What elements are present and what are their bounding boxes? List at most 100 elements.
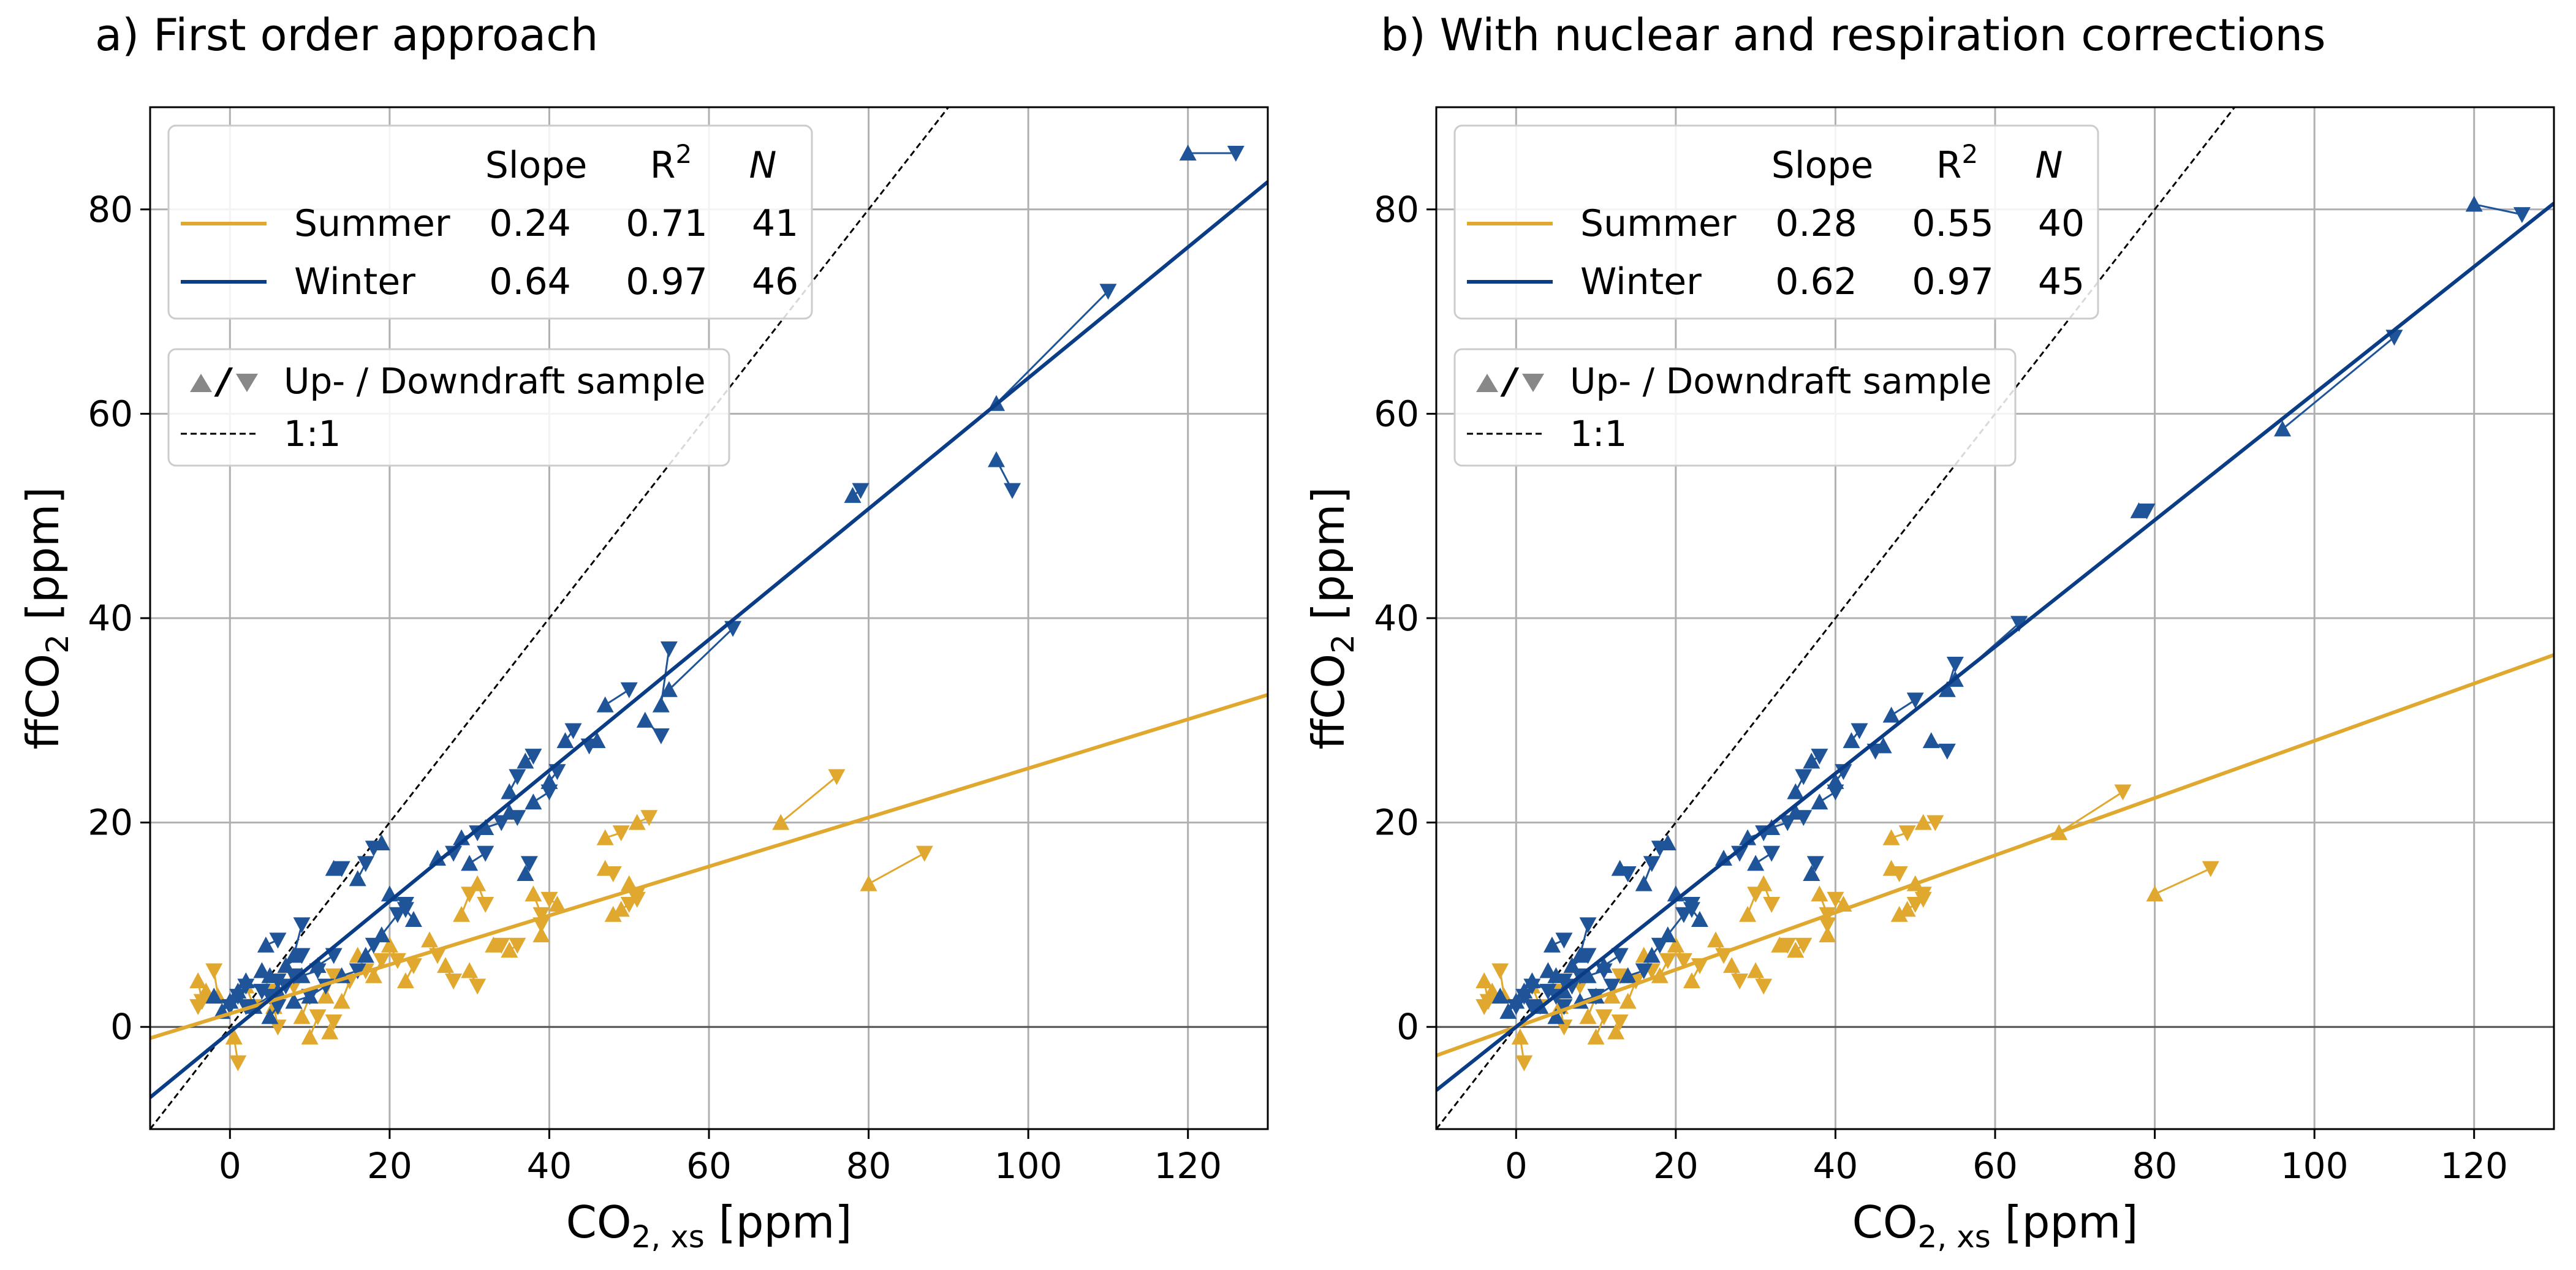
updraft-marker	[321, 1023, 339, 1040]
updraft-marker	[253, 962, 271, 978]
updraft-marker	[404, 911, 422, 928]
downdraft-marker	[1827, 891, 1844, 908]
downdraft-marker	[1926, 815, 1944, 831]
downdraft-marker	[509, 769, 526, 785]
downdraft-marker	[1675, 953, 1692, 969]
downdraft-marker	[1651, 841, 1669, 857]
legend-down-triangle-icon	[236, 374, 258, 392]
downdraft-marker	[2114, 784, 2132, 801]
downdraft-marker	[620, 682, 638, 698]
updraft-marker	[325, 860, 343, 876]
legend-header-r2: R2	[1936, 139, 1978, 187]
downdraft-marker	[532, 907, 550, 923]
downdraft-marker	[1946, 657, 1964, 673]
updraft-marker	[485, 936, 502, 953]
downdraft-marker	[477, 897, 494, 913]
x-tick-label: 60	[686, 1145, 732, 1187]
legend-header-slope: Slope	[1771, 144, 1873, 187]
downdraft-marker	[1906, 692, 1924, 709]
panel-a-ylabel: ffCO2 [ppm]	[17, 487, 75, 750]
x-tick-label: 20	[367, 1145, 412, 1187]
legend-winter-label: Winter	[1580, 260, 1702, 303]
updraft-marker	[1723, 957, 1741, 973]
downdraft-marker	[269, 932, 287, 949]
updraft-marker	[1683, 972, 1700, 989]
summer-fit-line	[1436, 653, 2554, 1057]
y-tick-label: 80	[88, 189, 133, 230]
downdraft-marker	[404, 958, 422, 975]
downdraft-marker	[293, 917, 311, 934]
updraft-marker	[1819, 926, 1836, 943]
downdraft-marker	[1851, 723, 1868, 739]
y-tick-label: 60	[88, 393, 133, 434]
downdraft-marker	[1795, 810, 1813, 826]
downdraft-marker	[469, 978, 487, 995]
downdraft-marker	[1795, 937, 1813, 954]
downdraft-marker	[445, 845, 463, 862]
updraft-marker	[2130, 502, 2148, 518]
x-tick-label: 100	[2281, 1145, 2349, 1187]
updraft-marker	[349, 870, 366, 886]
updraft-marker	[548, 896, 566, 912]
winter-samples	[1491, 195, 2531, 1024]
updraft-marker	[1571, 947, 1589, 963]
downdraft-marker	[1603, 978, 1621, 995]
sample-connector	[780, 776, 838, 823]
downdraft-marker	[349, 963, 366, 980]
updraft-marker	[1787, 942, 1805, 958]
downdraft-marker	[2010, 616, 2028, 632]
y-tick-label: 0	[1396, 1006, 1419, 1048]
sample-connector	[2474, 203, 2523, 216]
updraft-marker	[357, 947, 374, 963]
updraft-marker	[261, 967, 279, 983]
legend-summer-r2: 0.71	[626, 202, 708, 245]
updraft-marker	[1882, 829, 1900, 845]
updraft-marker	[1739, 905, 1757, 922]
legend-header-n: N	[749, 144, 777, 187]
downdraft-marker	[1515, 1055, 1533, 1072]
legend-sample-label: Up- / Downdraft sample	[284, 360, 706, 402]
downdraft-marker	[604, 866, 622, 882]
legend-summer-n: 40	[2038, 202, 2085, 245]
updraft-marker	[429, 849, 447, 866]
downdraft-marker	[612, 825, 630, 842]
panel-a-legend-stats: Slope R2 N Summer 0.24 0.71 41 Winter 0.…	[167, 124, 813, 320]
legend-winter-n: 46	[752, 260, 798, 303]
downdraft-marker	[915, 845, 933, 862]
downdraft-marker	[2202, 861, 2219, 877]
updraft-marker	[229, 982, 247, 999]
downdraft-marker	[509, 937, 526, 954]
updraft-marker	[1811, 793, 1828, 810]
updraft-marker	[517, 752, 534, 769]
updraft-marker	[1755, 875, 1773, 891]
downdraft-marker	[1539, 983, 1557, 1000]
y-tick-label: 20	[88, 802, 133, 844]
updraft-marker	[556, 732, 574, 749]
legend-winter-label: Winter	[294, 260, 415, 303]
updraft-marker	[2146, 885, 2164, 902]
updraft-marker	[501, 942, 518, 958]
legend-header-slope: Slope	[485, 144, 587, 187]
updraft-marker	[1882, 706, 1900, 723]
updraft-marker	[660, 681, 678, 697]
updraft-marker	[1667, 936, 1684, 953]
legend-winter-slope: 0.64	[489, 260, 571, 303]
downdraft-marker	[1611, 948, 1629, 964]
legend-winter-r2: 0.97	[626, 260, 708, 303]
x-tick-label: 120	[1154, 1145, 1222, 1187]
updraft-marker	[1563, 957, 1581, 973]
panel-b-legend-markers: / Up- / Downdraft sample 1:1	[1453, 348, 2017, 467]
updraft-marker	[205, 988, 223, 1004]
legend-header-r2: R2	[650, 139, 692, 187]
updraft-marker	[1803, 752, 1820, 769]
downdraft-marker	[189, 999, 207, 1015]
panel-a-xlabel: CO2, xs [ppm]	[566, 1196, 852, 1255]
updraft-marker	[421, 931, 438, 948]
downdraft-marker	[1611, 968, 1629, 985]
downdraft-marker	[628, 891, 646, 908]
downdraft-marker	[1004, 483, 1021, 499]
downdraft-marker	[205, 963, 223, 980]
updraft-marker	[285, 992, 303, 1009]
updraft-marker	[1707, 931, 1724, 948]
